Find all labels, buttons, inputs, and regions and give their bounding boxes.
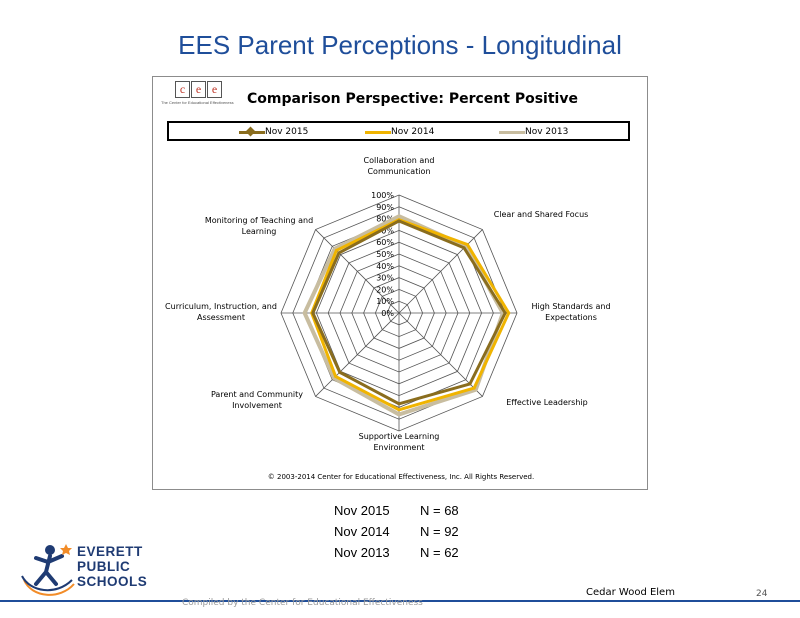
category-label: Curriculum, Instruction, and bbox=[165, 302, 277, 311]
category-label: Parent and Community bbox=[211, 390, 303, 399]
everett-public-schools-logo: EVERETT PUBLIC SCHOOLS bbox=[20, 540, 170, 602]
data-point bbox=[462, 246, 466, 250]
data-point bbox=[303, 311, 307, 315]
tick-label: 70% bbox=[376, 226, 394, 235]
school-name: Cedar Wood Elem bbox=[586, 587, 675, 598]
data-point bbox=[507, 311, 511, 315]
legend-item-nov-2014: Nov 2014 bbox=[365, 125, 434, 139]
data-point bbox=[397, 219, 401, 223]
series-line-nov-2013 bbox=[302, 214, 505, 417]
data-point bbox=[397, 408, 401, 412]
district-name-line: PUBLIC bbox=[77, 559, 131, 574]
tick-label: 0% bbox=[381, 309, 394, 318]
tick-label: 100% bbox=[371, 191, 394, 200]
data-point bbox=[472, 386, 476, 390]
legend-swatch-nov-2013 bbox=[499, 130, 525, 134]
axis-spoke bbox=[398, 229, 483, 314]
district-name-line: EVERETT bbox=[77, 544, 143, 559]
tick-label: 10% bbox=[376, 297, 394, 306]
cee-logo-letter: e bbox=[207, 81, 222, 98]
data-point bbox=[397, 402, 401, 406]
respondent-date: Nov 2014 bbox=[334, 524, 390, 539]
tick-label: 20% bbox=[376, 285, 394, 294]
category-label: Supportive Learning bbox=[359, 432, 440, 441]
category-label: Monitoring of Teaching and bbox=[205, 216, 313, 225]
tick-label: 60% bbox=[376, 238, 394, 247]
respondent-n: N = 92 bbox=[420, 524, 459, 539]
data-point bbox=[468, 382, 472, 386]
respondent-date: Nov 2013 bbox=[334, 545, 390, 560]
footer-rule bbox=[0, 600, 800, 602]
respondent-date: Nov 2015 bbox=[334, 503, 390, 518]
legend-swatch-nov-2014 bbox=[365, 130, 391, 134]
respondent-n: N = 62 bbox=[420, 545, 459, 560]
tick-label: 90% bbox=[376, 203, 394, 212]
cee-tagline: The Center for Educational Effectiveness bbox=[161, 100, 234, 105]
category-label: Environment bbox=[373, 443, 424, 452]
cee-logo-letter: e bbox=[191, 81, 206, 98]
data-point bbox=[311, 311, 315, 315]
district-name-line: SCHOOLS bbox=[77, 574, 148, 589]
chart-title: Comparison Perspective: Percent Positive bbox=[247, 91, 578, 107]
cee-logo-letter: c bbox=[175, 81, 190, 98]
legend-label: Nov 2014 bbox=[391, 127, 435, 137]
runner-icon bbox=[21, 544, 75, 596]
category-label: Communication bbox=[367, 167, 430, 176]
tick-label: 50% bbox=[376, 250, 394, 259]
data-point bbox=[397, 214, 401, 218]
slide-title: EES Parent Perceptions - Longitudinal bbox=[178, 30, 622, 60]
category-label: Learning bbox=[242, 227, 277, 236]
page-number: 24 bbox=[756, 589, 768, 599]
tick-label: 30% bbox=[376, 274, 394, 283]
tick-label: 80% bbox=[376, 215, 394, 224]
legend-item-nov-2015: Nov 2015 bbox=[239, 125, 308, 139]
data-point bbox=[503, 311, 507, 315]
respondent-row: Nov 2014 N = 92 bbox=[334, 524, 459, 545]
data-point bbox=[397, 412, 401, 416]
category-label: Assessment bbox=[197, 313, 245, 322]
data-point bbox=[334, 248, 338, 252]
footer-note: Compiled by the Center for Educational E… bbox=[182, 598, 423, 608]
district-name: EVERETT PUBLIC SCHOOLS bbox=[77, 544, 147, 589]
chart-copyright: © 2003-2014 Center for Educational Effec… bbox=[267, 473, 535, 481]
category-label: Expectations bbox=[545, 313, 597, 322]
axis-spoke bbox=[315, 312, 400, 397]
chart-frame: c e e The Center for Educational Effecti… bbox=[152, 76, 648, 490]
legend-label: Nov 2015 bbox=[265, 127, 309, 137]
tick-label: 40% bbox=[376, 262, 394, 271]
respondent-row: Nov 2015 N = 68 bbox=[334, 503, 459, 524]
category-label: High Standards and bbox=[531, 302, 610, 311]
respondent-n: N = 68 bbox=[420, 503, 459, 518]
respondent-row: Nov 2013 N = 62 bbox=[334, 545, 459, 566]
data-point bbox=[465, 243, 469, 247]
legend-item-nov-2013: Nov 2013 bbox=[499, 125, 568, 139]
data-point bbox=[338, 370, 342, 374]
category-label: Effective Leadership bbox=[506, 398, 587, 407]
category-label: Collaboration and bbox=[364, 156, 435, 165]
data-point bbox=[334, 374, 338, 378]
category-label: Involvement bbox=[232, 401, 282, 410]
chart-legend: Nov 2015 Nov 2014 Nov 2013 bbox=[167, 121, 630, 141]
legend-marker-nov-2015 bbox=[245, 126, 256, 136]
cee-logo: c e e The Center for Educational Effecti… bbox=[161, 81, 247, 109]
legend-label: Nov 2013 bbox=[525, 127, 569, 137]
axis-spoke bbox=[315, 229, 400, 314]
category-label: Clear and Shared Focus bbox=[494, 210, 589, 219]
respondent-counts: Nov 2015 N = 68 Nov 2014 N = 92 Nov 2013… bbox=[334, 503, 459, 566]
legend-swatch-nov-2015 bbox=[239, 126, 265, 136]
axis-spoke bbox=[398, 312, 483, 397]
radar-chart: 0% 10% 20% 30% 40% 50% 60% 70% 80% 90% 100% Collabo… bbox=[165, 156, 611, 452]
data-point bbox=[337, 251, 341, 255]
